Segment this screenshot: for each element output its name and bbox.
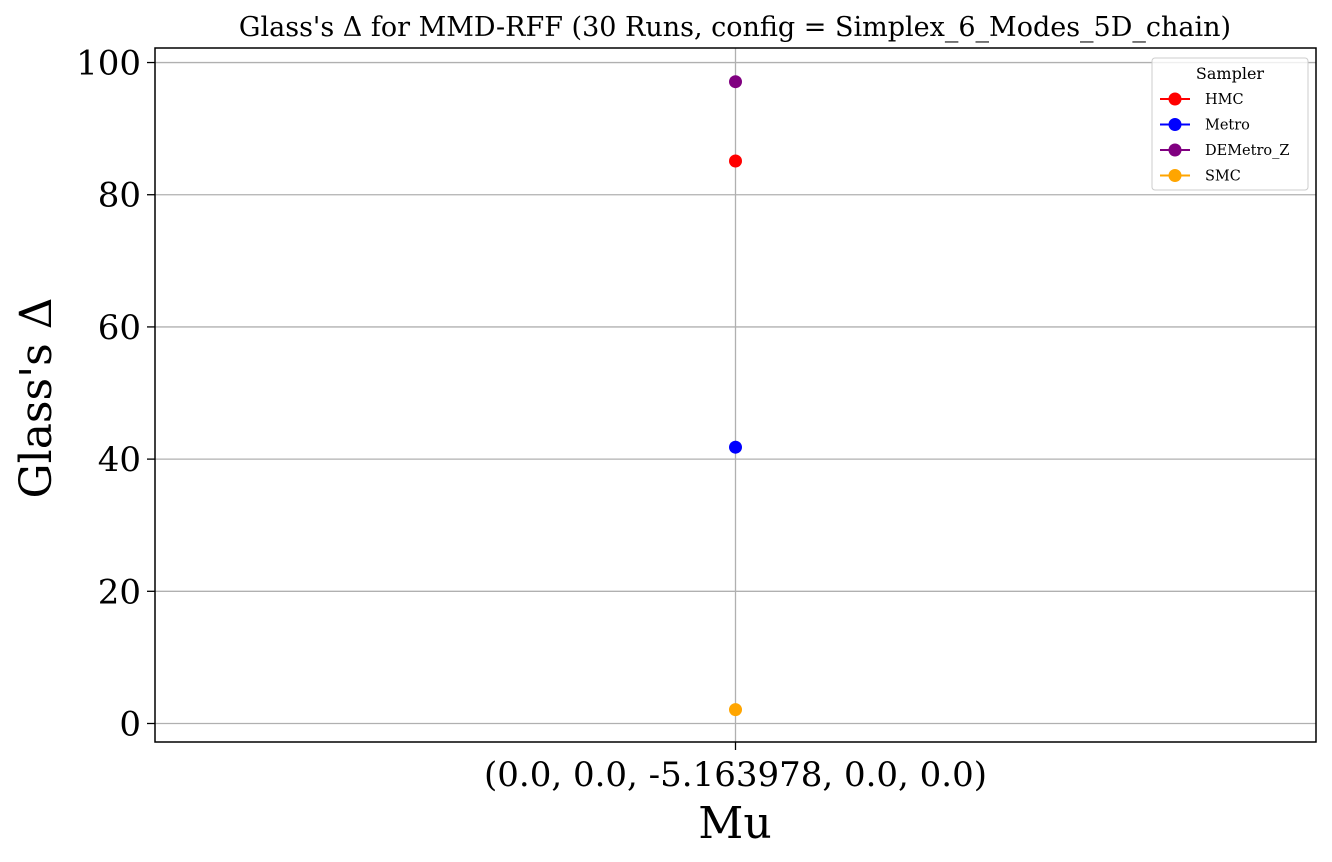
legend: Sampler HMC Metro DEMetro_Z SMC	[1151, 57, 1309, 191]
data-point-demetro-z	[729, 75, 742, 89]
chart-title: Glass's Δ for MMD-RFF (30 Runs, config =…	[239, 12, 1231, 43]
legend-item: SMC	[1160, 169, 1241, 185]
legend-box	[1151, 57, 1309, 191]
data-point-hmc	[729, 154, 742, 168]
y-tick-label: 0	[119, 704, 141, 744]
x-tick-label: (0.0, 0.0, -5.163978, 0.0, 0.0)	[484, 755, 987, 795]
y-axis-ticks: 0 20 40 60 80 100	[76, 44, 155, 744]
legend-label: Metro	[1205, 118, 1250, 134]
legend-label: DEMetro_Z	[1205, 143, 1289, 159]
data-point-metro	[729, 440, 742, 454]
legend-label: HMC	[1205, 92, 1244, 108]
y-tick-label: 40	[98, 440, 141, 480]
y-tick-label: 20	[98, 572, 141, 612]
legend-label: SMC	[1205, 169, 1241, 185]
legend-title: Sampler	[1196, 64, 1265, 83]
y-tick-label: 80	[98, 176, 141, 216]
legend-marker	[1168, 169, 1182, 182]
legend-marker	[1168, 143, 1182, 157]
y-axis-label: Glass's Δ	[11, 297, 62, 498]
legend-item: Metro	[1160, 118, 1250, 134]
legend-items: HMC Metro DEMetro_Z SMC	[1160, 92, 1289, 185]
y-tick-label: 100	[76, 44, 141, 84]
legend-marker	[1168, 118, 1182, 131]
x-axis-ticks: (0.0, 0.0, -5.163978, 0.0, 0.0)	[484, 742, 987, 795]
data-points	[729, 75, 742, 717]
data-point-smc	[729, 703, 742, 717]
legend-marker	[1168, 92, 1182, 106]
legend-item: DEMetro_Z	[1160, 143, 1289, 159]
x-axis-label: Mu	[698, 798, 771, 849]
legend-item: HMC	[1160, 92, 1244, 108]
y-tick-label: 60	[98, 308, 141, 348]
